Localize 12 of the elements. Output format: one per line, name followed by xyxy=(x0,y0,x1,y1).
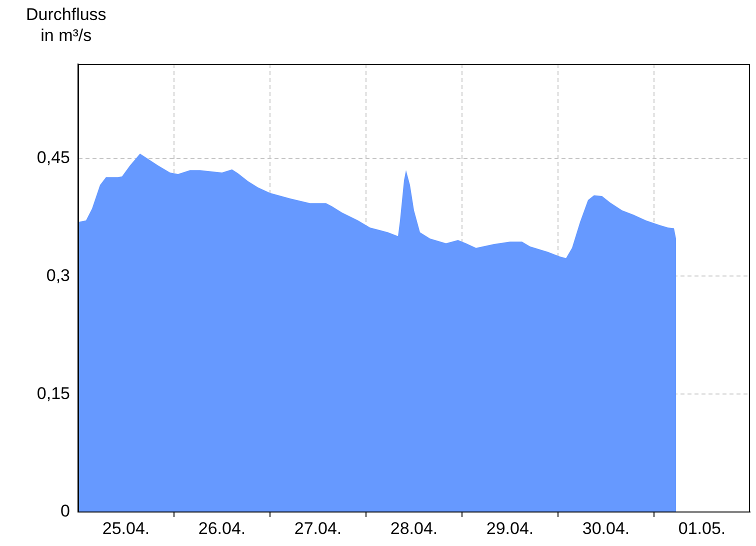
x-tick-label: 01.05. xyxy=(678,518,726,538)
x-tick-label: 26.04. xyxy=(198,518,246,538)
y-tick-label: 0 xyxy=(60,502,70,521)
x-tick-label: 27.04. xyxy=(294,518,342,538)
y-axis-title: Durchfluss in m³/s xyxy=(26,4,106,46)
x-tick-label: 28.04. xyxy=(390,518,438,538)
y-tick-label: 0,15 xyxy=(36,384,70,403)
x-tick-label: 25.04. xyxy=(102,518,150,538)
x-tick-label: 29.04. xyxy=(486,518,534,538)
y-tick-label: 0,3 xyxy=(46,266,70,285)
x-tick-label: 30.04. xyxy=(582,518,630,538)
y-tick-label: 0,45 xyxy=(36,148,70,168)
